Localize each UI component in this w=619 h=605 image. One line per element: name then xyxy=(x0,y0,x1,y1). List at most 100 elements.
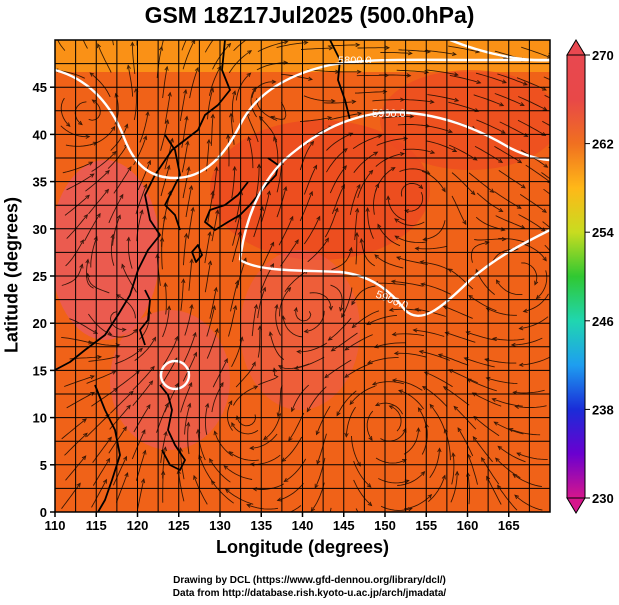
streamline xyxy=(516,77,547,91)
streamline xyxy=(232,214,241,246)
streamline-arrow xyxy=(427,493,433,499)
streamline xyxy=(415,245,447,250)
streamline xyxy=(206,305,216,337)
streamline-arrow xyxy=(174,382,179,388)
streamline xyxy=(230,113,235,145)
streamline-arrow xyxy=(88,161,94,166)
streamline xyxy=(257,287,266,319)
streamline xyxy=(373,183,379,215)
streamline-arrow xyxy=(442,386,448,391)
credit-dcl: Drawing by DCL (https://www.gfd-dennou.o… xyxy=(173,575,446,586)
streamline xyxy=(137,160,151,191)
streamline-arrow xyxy=(213,430,218,436)
streamline-arrow xyxy=(542,208,547,213)
streamline-arrow xyxy=(355,42,361,48)
streamline-arrow xyxy=(451,51,457,57)
chart-title: GSM 18Z17Jul2025 (500.0hPa) xyxy=(144,2,475,28)
streamline xyxy=(512,474,542,488)
streamline xyxy=(250,87,257,118)
streamline-arrow xyxy=(368,169,374,175)
y-tick-label: 30 xyxy=(33,222,47,237)
streamline xyxy=(211,210,219,242)
streamline-arrow xyxy=(214,166,219,172)
streamline xyxy=(231,166,236,199)
streamline xyxy=(451,195,467,225)
streamline-arrow xyxy=(471,392,477,397)
streamline-arrow xyxy=(189,258,194,264)
streamline-arrow xyxy=(377,223,382,229)
streamline-arrow xyxy=(327,116,333,121)
streamline-arrow xyxy=(516,204,522,209)
streamline xyxy=(134,337,156,361)
streamline xyxy=(275,304,282,336)
streamline-arrow xyxy=(541,131,547,137)
streamline xyxy=(516,452,548,460)
streamline-arrow xyxy=(328,46,334,51)
streamline-arrow xyxy=(561,240,565,244)
streamline-arrow xyxy=(234,279,240,285)
contour-label-5800: 5800.0 xyxy=(338,55,372,67)
x-tick-label: 145 xyxy=(333,518,355,533)
streamline-arrow xyxy=(89,173,95,178)
streamline-arrow xyxy=(183,232,189,238)
streamline xyxy=(127,237,133,269)
streamline xyxy=(523,293,549,312)
streamline-arrow xyxy=(514,494,520,500)
streamline-arrow xyxy=(429,99,435,104)
streamline-arrow xyxy=(486,475,491,481)
streamline xyxy=(387,196,406,221)
streamline xyxy=(426,140,457,152)
colorbar-tick-label: 230 xyxy=(592,491,614,506)
streamline-arrow xyxy=(89,72,95,77)
streamline xyxy=(261,191,270,222)
streamline xyxy=(62,161,93,174)
streamline-arrow xyxy=(276,497,282,502)
streamline-arrow xyxy=(382,89,388,94)
streamline-arrow xyxy=(270,241,275,247)
streamline-arrow xyxy=(374,402,380,407)
streamline xyxy=(180,279,184,311)
streamline-arrow xyxy=(193,351,198,357)
streamline-arrow xyxy=(494,457,500,463)
streamline-arrow xyxy=(271,79,277,84)
streamline-arrow xyxy=(308,76,313,81)
coastlines xyxy=(55,40,351,512)
streamline-arrow xyxy=(448,369,454,374)
streamline xyxy=(189,67,199,99)
streamline xyxy=(225,488,254,505)
streamline-arrow xyxy=(109,14,113,18)
streamline-arrow xyxy=(557,269,560,273)
streamline-arrow xyxy=(214,327,219,333)
streamline xyxy=(228,305,237,337)
streamline-arrow xyxy=(232,304,238,310)
streamline xyxy=(211,480,234,504)
streamline-arrow xyxy=(65,122,71,128)
streamline-arrow xyxy=(535,294,541,300)
streamline xyxy=(131,429,146,460)
streamline-arrow xyxy=(385,45,391,50)
streamline xyxy=(330,284,343,312)
streamline xyxy=(84,213,101,242)
streamline-arrow xyxy=(501,236,507,242)
streamline xyxy=(466,331,497,341)
streamline-arrow xyxy=(348,246,353,252)
streamline-arrow xyxy=(377,134,383,139)
streamline-arrow xyxy=(183,88,188,94)
streamline xyxy=(424,371,453,388)
streamline xyxy=(197,429,206,461)
streamline-arrow xyxy=(430,149,436,155)
streamline xyxy=(403,428,419,455)
streamline-arrow xyxy=(77,120,83,126)
y-tick-label: 0 xyxy=(40,505,47,520)
streamline-arrow xyxy=(470,190,476,196)
streamline-arrow xyxy=(371,381,377,386)
streamline-arrow xyxy=(283,40,289,45)
streamline-arrow xyxy=(409,114,415,119)
streamline xyxy=(326,148,348,173)
streamline-arrow xyxy=(194,66,199,72)
streamline xyxy=(398,49,430,53)
streamline-arrow xyxy=(220,27,224,31)
streamline-arrow xyxy=(351,300,356,306)
streamline-arrow xyxy=(190,206,195,212)
colorbar-bottom-arrow xyxy=(566,497,586,514)
